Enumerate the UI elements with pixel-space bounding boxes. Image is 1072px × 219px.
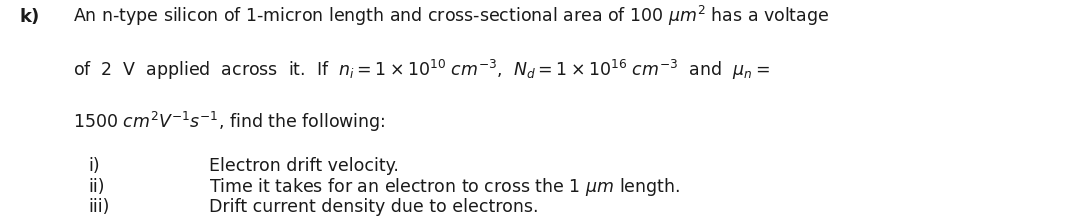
Text: An n-type silicon of 1-micron length and cross-sectional area of 100 $\mu m^2$ h: An n-type silicon of 1-micron length and… [73,4,830,28]
Text: $1500$ $cm^2V^{-1}s^{-1}$, find the following:: $1500$ $cm^2V^{-1}s^{-1}$, find the foll… [73,110,386,134]
Text: iii): iii) [88,198,109,216]
Text: of  2  V  applied  across  it.  If  $n_i = 1 \times 10^{10}$ $cm^{-3}$,  $N_d = : of 2 V applied across it. If $n_i = 1 \t… [73,57,770,81]
Text: ii): ii) [88,178,104,196]
Text: Time it takes for an electron to cross the 1 $\mu m$ length.: Time it takes for an electron to cross t… [209,176,680,198]
Text: Electron drift velocity.: Electron drift velocity. [209,157,399,175]
Text: i): i) [88,157,100,175]
Text: k): k) [19,8,40,26]
Text: Drift current density due to electrons.: Drift current density due to electrons. [209,198,538,216]
